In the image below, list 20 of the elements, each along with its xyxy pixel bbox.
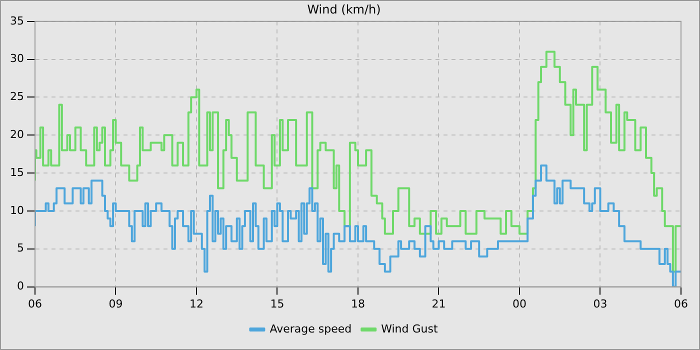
x-tick-label: 06 [28,297,42,310]
x-tick-label: 09 [108,297,123,310]
y-tick-label: 0 [16,280,24,293]
legend-label: Average speed [270,322,352,336]
y-tick-label: 10 [10,204,24,217]
x-tick-label: 06 [674,297,688,310]
x-tick-label: 15 [270,297,284,310]
x-tick-label: 03 [593,297,608,310]
y-tick-label: 5 [16,242,24,255]
x-tick-label: 12 [190,297,204,310]
x-tick-label: 21 [432,297,446,310]
x-tick-label: 18 [351,297,365,310]
legend-label: Wind Gust [381,322,438,336]
y-tick-label: 35 [10,14,24,28]
x-tick-label: 00 [512,297,526,310]
y-tick-label: 25 [10,90,24,104]
y-tick-label: 15 [10,166,24,179]
chart-title: Wind (km/h) [307,2,381,16]
y-tick-label: 20 [10,128,24,141]
y-tick-label: 30 [10,52,24,66]
